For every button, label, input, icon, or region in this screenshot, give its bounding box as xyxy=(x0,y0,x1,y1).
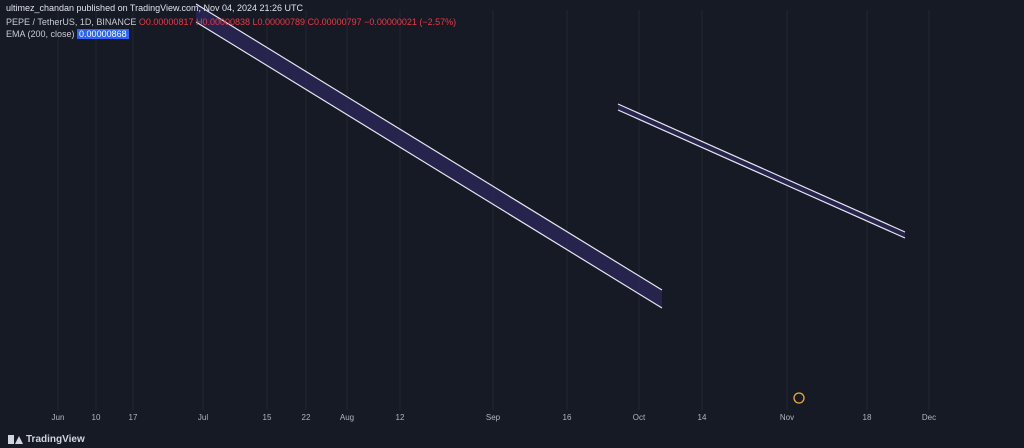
ema-label: EMA (200, close) xyxy=(6,29,75,39)
brand-label: TradingView xyxy=(26,434,85,445)
tradingview-logo-icon xyxy=(8,435,23,444)
x-tick-label: Aug xyxy=(340,413,354,422)
descending-channels xyxy=(195,3,906,309)
x-axis[interactable]: Jun 10 17 Jul 15 22 Aug 12 Sep 16 Oct 14 Nov 18 Dec xyxy=(52,413,937,422)
x-tick-label: Nov xyxy=(780,413,794,422)
channel-main-fill xyxy=(196,4,662,308)
symbol-ohlc-line: PEPE / TetherUS, 1D, BINANCE O0.00000817… xyxy=(6,17,456,28)
tradingview-brand[interactable]: TradingView xyxy=(8,434,85,445)
channel-main-upper xyxy=(195,3,663,291)
news-event-icon[interactable] xyxy=(793,392,805,404)
x-tick-label: 12 xyxy=(396,413,405,422)
x-tick-label: 22 xyxy=(302,413,311,422)
channel-wedge-lower xyxy=(617,109,906,239)
channel-main-lower xyxy=(195,21,663,309)
ema-value: 0.00000868 xyxy=(77,29,129,39)
x-tick-label: Jul xyxy=(198,413,208,422)
x-tick-label: Sep xyxy=(486,413,501,422)
x-tick-label: 15 xyxy=(263,413,272,422)
x-tick-label: 14 xyxy=(698,413,707,422)
x-tick-label: 18 xyxy=(863,413,872,422)
x-tick-label: Jun xyxy=(52,413,65,422)
publisher-line: ultimez_chandan published on TradingView… xyxy=(6,3,304,13)
channel-wedge-fill xyxy=(618,104,905,238)
grid xyxy=(57,10,930,410)
x-tick-label: Oct xyxy=(633,413,646,422)
x-tick-label: Dec xyxy=(922,413,936,422)
x-tick-label: 16 xyxy=(563,413,572,422)
ohlc-values: O0.00000817 H0.00000838 L0.00000789 C0.0… xyxy=(138,17,457,27)
x-tick-label: 10 xyxy=(92,413,101,422)
channel-wedge-upper xyxy=(617,103,906,233)
ema-legend[interactable]: EMA (200, close) 0.00000868 xyxy=(6,29,129,40)
x-tick-label: 17 xyxy=(129,413,138,422)
symbol-label[interactable]: PEPE / TetherUS, 1D, BINANCE xyxy=(6,17,137,27)
